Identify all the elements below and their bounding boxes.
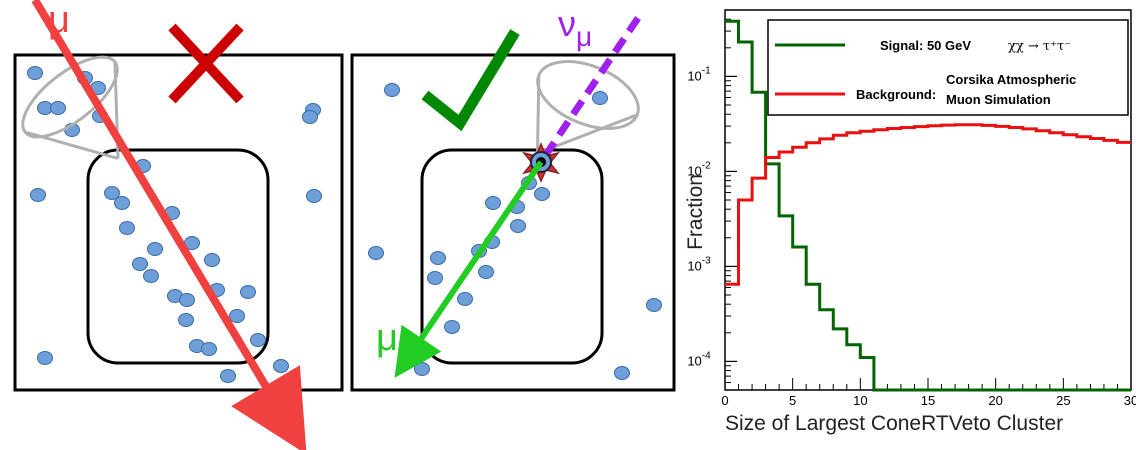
legend-signal-physics: χχ → τ⁺τ⁻ bbox=[1008, 39, 1071, 54]
check-mark-icon bbox=[421, 29, 520, 132]
sensor-dot bbox=[384, 83, 400, 97]
sensor-dot bbox=[178, 313, 194, 327]
detector-panel-right bbox=[350, 53, 676, 392]
sensor-dot bbox=[50, 101, 66, 115]
sensor-dot bbox=[27, 66, 43, 80]
x-tick-label: 20 bbox=[988, 393, 1002, 408]
muon-label-left: μ bbox=[48, 0, 70, 41]
sensor-dot bbox=[30, 188, 46, 202]
y-tick-label: 10-3 bbox=[687, 255, 711, 273]
legend-signal-label: Signal: 50 GeV bbox=[880, 38, 971, 53]
muon-label-right: μ bbox=[376, 317, 398, 359]
x-tick-label: 30 bbox=[1124, 393, 1136, 408]
sensor-dot bbox=[592, 91, 608, 105]
background-series-line bbox=[725, 123, 1131, 286]
legend-background-line2: Muon Simulation bbox=[946, 92, 1051, 107]
neutrino-label: νμ bbox=[558, 3, 592, 52]
sensor-dot bbox=[119, 221, 135, 235]
x-tick-label: 15 bbox=[921, 393, 935, 408]
x-tick-label: 10 bbox=[853, 393, 867, 408]
sensor-dot bbox=[457, 292, 473, 306]
sensor-dot bbox=[614, 366, 630, 380]
sensor-dot bbox=[414, 362, 430, 376]
y-axis-ticks: 10-4 10-3 10-2 10-1 bbox=[687, 9, 737, 391]
x-tick-label: 5 bbox=[789, 393, 796, 408]
y-tick-label: 10-2 bbox=[687, 160, 711, 178]
muon-track-left bbox=[31, 0, 307, 450]
sensor-dot bbox=[534, 187, 550, 201]
sensor-dot bbox=[368, 246, 384, 260]
detector-panel-left bbox=[13, 53, 344, 392]
sensor-dot bbox=[306, 189, 322, 203]
histogram-series bbox=[725, 19, 1131, 392]
sensor-dot bbox=[132, 257, 148, 271]
sensor-dot bbox=[646, 298, 662, 312]
sensor-dot bbox=[273, 359, 289, 373]
y-tick-label: 10-4 bbox=[687, 350, 711, 368]
muon-track-right bbox=[394, 160, 544, 378]
x-axis-ticks: 0 5 10 15 20 25 30 bbox=[721, 378, 1136, 408]
sensor-dot bbox=[485, 196, 501, 210]
sensor-dot bbox=[478, 265, 494, 279]
sensor-dot bbox=[302, 110, 318, 124]
sensor-dot bbox=[444, 320, 460, 334]
sensor-dot bbox=[510, 219, 526, 233]
x-tick-label: 25 bbox=[1056, 393, 1070, 408]
legend-background-line1: Corsika Atmospheric bbox=[946, 72, 1076, 87]
sensor-dots bbox=[27, 66, 662, 383]
neutrino-path bbox=[538, 16, 641, 164]
sensor-dot bbox=[143, 269, 159, 283]
cross-mark-icon bbox=[168, 23, 244, 104]
y-axis-label: Fraction bbox=[684, 174, 707, 250]
sensor-dot bbox=[229, 309, 245, 323]
veto-cluster-histogram: 10-4 10-3 10-2 10-1 0 5 10 15 20 25 30 Fraction S… bbox=[684, 9, 1136, 435]
sensor-dot bbox=[201, 342, 217, 356]
sensor-dot bbox=[179, 293, 195, 307]
veto-diagram: μ νμ μ bbox=[13, 0, 676, 450]
sensor-dot bbox=[220, 369, 236, 383]
x-tick-label: 0 bbox=[721, 393, 728, 408]
sensor-dot bbox=[147, 242, 163, 256]
sensor-dot bbox=[427, 271, 443, 285]
x-axis-label: Size of Largest ConeRTVeto Cluster bbox=[725, 412, 1063, 435]
sensor-dot bbox=[250, 333, 266, 347]
y-tick-label: 10-1 bbox=[687, 65, 711, 83]
sensor-dot bbox=[240, 285, 256, 299]
legend: Signal: 50 GeV χχ → τ⁺τ⁻ Background: Cor… bbox=[767, 19, 1129, 116]
signal-series-line bbox=[725, 19, 1131, 392]
sensor-dot bbox=[114, 196, 130, 210]
sensor-dot bbox=[37, 351, 53, 365]
legend-background-label: Background: bbox=[856, 87, 936, 102]
sensor-dot bbox=[104, 186, 120, 200]
sensor-dot bbox=[204, 253, 220, 267]
sensor-dot bbox=[430, 251, 446, 265]
